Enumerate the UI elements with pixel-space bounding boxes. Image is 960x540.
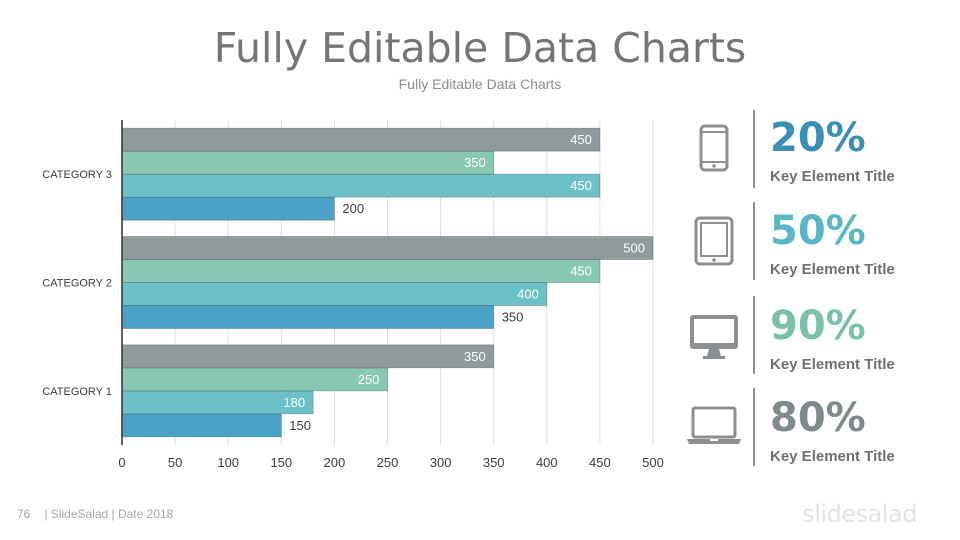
data-label: 350 <box>464 349 486 364</box>
x-tick-label: 0 <box>118 455 125 470</box>
data-label: 200 <box>342 201 364 216</box>
x-tick-label: 100 <box>217 455 239 470</box>
x-tick-label: 300 <box>430 455 452 470</box>
bar <box>121 196 335 221</box>
kpi-item-4: 80% Key Element Title <box>770 398 895 465</box>
smartphone-icon <box>699 124 729 172</box>
kpi-item-2: 50% Key Element Title <box>770 211 895 278</box>
bar <box>121 367 388 392</box>
kpi-value: 90% <box>770 303 866 349</box>
bar <box>121 305 495 329</box>
x-tick-label: 350 <box>483 455 505 470</box>
bar <box>121 127 601 152</box>
monitor-icon <box>690 315 738 359</box>
data-label: 400 <box>517 287 539 302</box>
bar <box>121 150 495 175</box>
data-label: 250 <box>358 372 380 387</box>
x-tick-label: 400 <box>536 455 558 470</box>
category-label: CATEGORY 1 <box>42 386 112 398</box>
data-label: 180 <box>283 395 305 410</box>
category-label: CATEGORY 2 <box>42 278 112 290</box>
footer: 76 | SlideSalad | Date 2018 <box>17 507 173 521</box>
kpi-title: Key Element Title <box>770 448 895 465</box>
bar <box>121 259 601 283</box>
brand-logo: slidesalad <box>802 500 917 528</box>
kpi-value: 20% <box>770 115 866 161</box>
category-label: CATEGORY 3 <box>42 169 112 181</box>
kpi-item-3: 90% Key Element Title <box>770 306 895 373</box>
footer-text: | SlideSalad | Date 2018 <box>44 507 174 521</box>
kpi-value: 80% <box>770 395 866 441</box>
bar <box>121 173 601 198</box>
x-tick-label: 450 <box>589 455 611 470</box>
kpi-title: Key Element Title <box>770 261 895 278</box>
data-label: 500 <box>623 241 645 256</box>
data-label: 450 <box>570 132 592 147</box>
kpi-divider-2 <box>753 202 755 280</box>
data-label: 450 <box>570 178 592 193</box>
slide-subtitle: Fully Editable Data Charts <box>398 76 562 92</box>
kpi-divider-4 <box>753 388 755 466</box>
kpi-divider-3 <box>753 296 755 374</box>
kpi-title: Key Element Title <box>770 168 895 185</box>
x-tick-label: 50 <box>168 455 182 470</box>
data-label: 450 <box>570 264 592 279</box>
kpi-title: Key Element Title <box>770 356 895 373</box>
kpi-item-1: 20% Key Element Title <box>770 118 895 185</box>
x-tick-label: 250 <box>377 455 399 470</box>
x-tick-label: 200 <box>324 455 346 470</box>
data-label: 350 <box>464 155 486 170</box>
page-number: 76 <box>17 507 31 521</box>
slide-title: Fully Editable Data Charts <box>213 24 747 72</box>
x-tick-label: 150 <box>270 455 292 470</box>
kpi-divider-1 <box>753 110 755 188</box>
x-tick-label: 500 <box>642 455 664 470</box>
tablet-icon <box>694 216 734 266</box>
bar <box>121 413 282 438</box>
laptop-icon <box>687 406 741 444</box>
bar <box>121 344 495 369</box>
data-label: 350 <box>502 310 524 325</box>
bar <box>121 236 654 260</box>
bar <box>121 282 548 306</box>
data-label: 150 <box>289 418 311 433</box>
kpi-value: 50% <box>770 208 866 254</box>
